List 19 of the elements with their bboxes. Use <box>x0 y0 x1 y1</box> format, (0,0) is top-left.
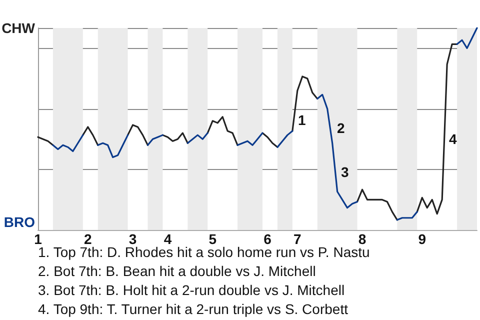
text: 2. Bot 7th: B. Bean hit a double vs J. Mitchell <box>38 263 316 279</box>
annotation: 2 <box>337 120 345 136</box>
x-tick-label: 6 <box>264 231 272 247</box>
x-tick-label: 4 <box>164 231 172 247</box>
x-tick-label: 8 <box>358 231 366 247</box>
x-tick-label: 1 <box>34 231 42 247</box>
text: BRO <box>4 214 36 230</box>
annotation: 1 <box>298 112 306 128</box>
text: 4. Top 9th: T. Turner hit a 2-run triple vs S. Corbett <box>38 301 348 317</box>
annotation: 4 <box>449 131 457 147</box>
text: 1. Top 7th: D. Rhodes hit a solo home run vs P. Nastu <box>38 244 370 260</box>
x-tick-label: 2 <box>84 231 92 247</box>
x-tick-label: 3 <box>128 231 137 247</box>
annotation: 3 <box>341 164 349 180</box>
x-tick-label: 5 <box>208 231 217 247</box>
text: 3. Bot 7th: B. Holt hit a 2-run double vs J. Mitchell <box>38 282 345 298</box>
text: CHW <box>2 20 36 36</box>
x-tick-label: 7 <box>294 231 302 247</box>
x-tick-label: 9 <box>418 231 426 247</box>
